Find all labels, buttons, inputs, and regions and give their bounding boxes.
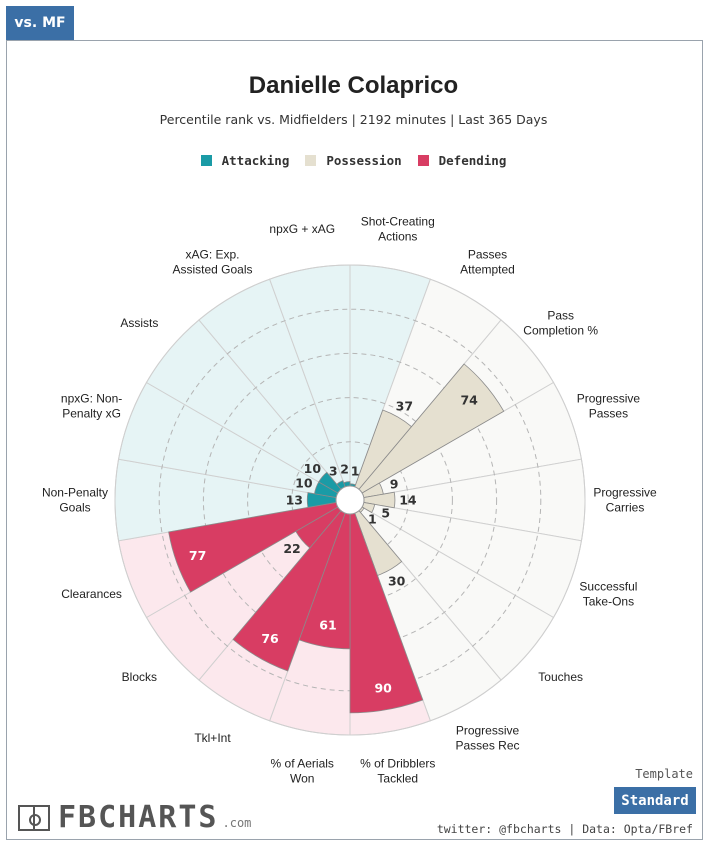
vs-mf-tab[interactable]: vs. MF (6, 6, 74, 40)
value-label: 1 (368, 511, 377, 526)
pitch-icon (18, 804, 50, 831)
value-label: 30 (388, 573, 406, 588)
value-label: 37 (396, 398, 413, 413)
legend-swatch-attacking (200, 155, 212, 166)
category-label: Shot-Creating Actions (361, 215, 435, 244)
category-label: xAG: Exp. Assisted Goals (172, 247, 252, 276)
fbcharts-logo: FBCHARTS .com (18, 800, 251, 835)
category-label: Successful Take-Ons (579, 580, 637, 609)
value-label: 74 (460, 393, 478, 408)
legend-swatch-defending (417, 155, 429, 166)
category-label: Blocks (122, 670, 157, 684)
value-label: 61 (319, 617, 336, 632)
category-label: npxG: Non-Penalty xG (61, 391, 122, 420)
value-label: 2 (340, 462, 349, 477)
value-label: 76 (261, 631, 279, 646)
legend-label-defending: Defending (438, 153, 507, 168)
value-label: 1 (351, 464, 360, 479)
category-label: Assists (120, 316, 158, 330)
category-label: Progressive Passes Rec (455, 724, 519, 753)
outer-ring (114, 264, 586, 736)
category-label: Touches (538, 670, 583, 684)
legend-item-possession: Possession (305, 153, 402, 168)
logo-text: FBCHARTS (58, 800, 219, 835)
category-label: Progressive Carries (593, 486, 657, 515)
value-label: 14 (399, 493, 417, 508)
template-label: Template (635, 767, 693, 781)
category-label: Tkl+Int (194, 731, 231, 745)
legend-item-attacking: Attacking (200, 153, 290, 168)
legend-label-possession: Possession (326, 153, 402, 168)
value-label: 22 (283, 541, 300, 556)
data-credit: twitter: @fbcharts | Data: Opta/FBref (436, 822, 693, 836)
category-label: Pass Completion % (523, 309, 598, 338)
grid-ring (247, 397, 453, 603)
category-label: Clearances (61, 587, 122, 601)
value-label: 13 (286, 493, 303, 508)
legend: Attacking Possession Defending (0, 153, 707, 168)
category-label: % of Aerials Won (271, 756, 334, 785)
center-hub (335, 485, 365, 515)
value-label: 10 (304, 461, 322, 476)
chart-subtitle: Percentile rank vs. Midfielders | 2192 m… (159, 112, 548, 127)
logo-suffix: .com (222, 815, 252, 830)
value-label: 3 (329, 463, 338, 478)
legend-swatch-possession (305, 155, 317, 166)
chart-frame (6, 40, 703, 840)
value-label: 5 (381, 506, 390, 521)
category-label: Non-Penalty Goals (42, 486, 108, 515)
value-label: 90 (374, 680, 392, 695)
category-label: Passes Attempted (460, 247, 515, 276)
grid-ring (202, 352, 498, 648)
value-label: 77 (189, 548, 206, 563)
template-standard-button[interactable]: Standard (614, 787, 696, 814)
player-title: Danielle Colaprico (248, 72, 459, 99)
category-label: Progressive Passes (577, 391, 641, 420)
value-label: 9 (390, 476, 399, 491)
category-label: npxG + xAG (269, 222, 335, 236)
value-label: 10 (295, 476, 313, 491)
legend-label-attacking: Attacking (221, 153, 290, 168)
legend-item-defending: Defending (417, 153, 507, 168)
category-label: % of Dribblers Tackled (360, 756, 435, 785)
